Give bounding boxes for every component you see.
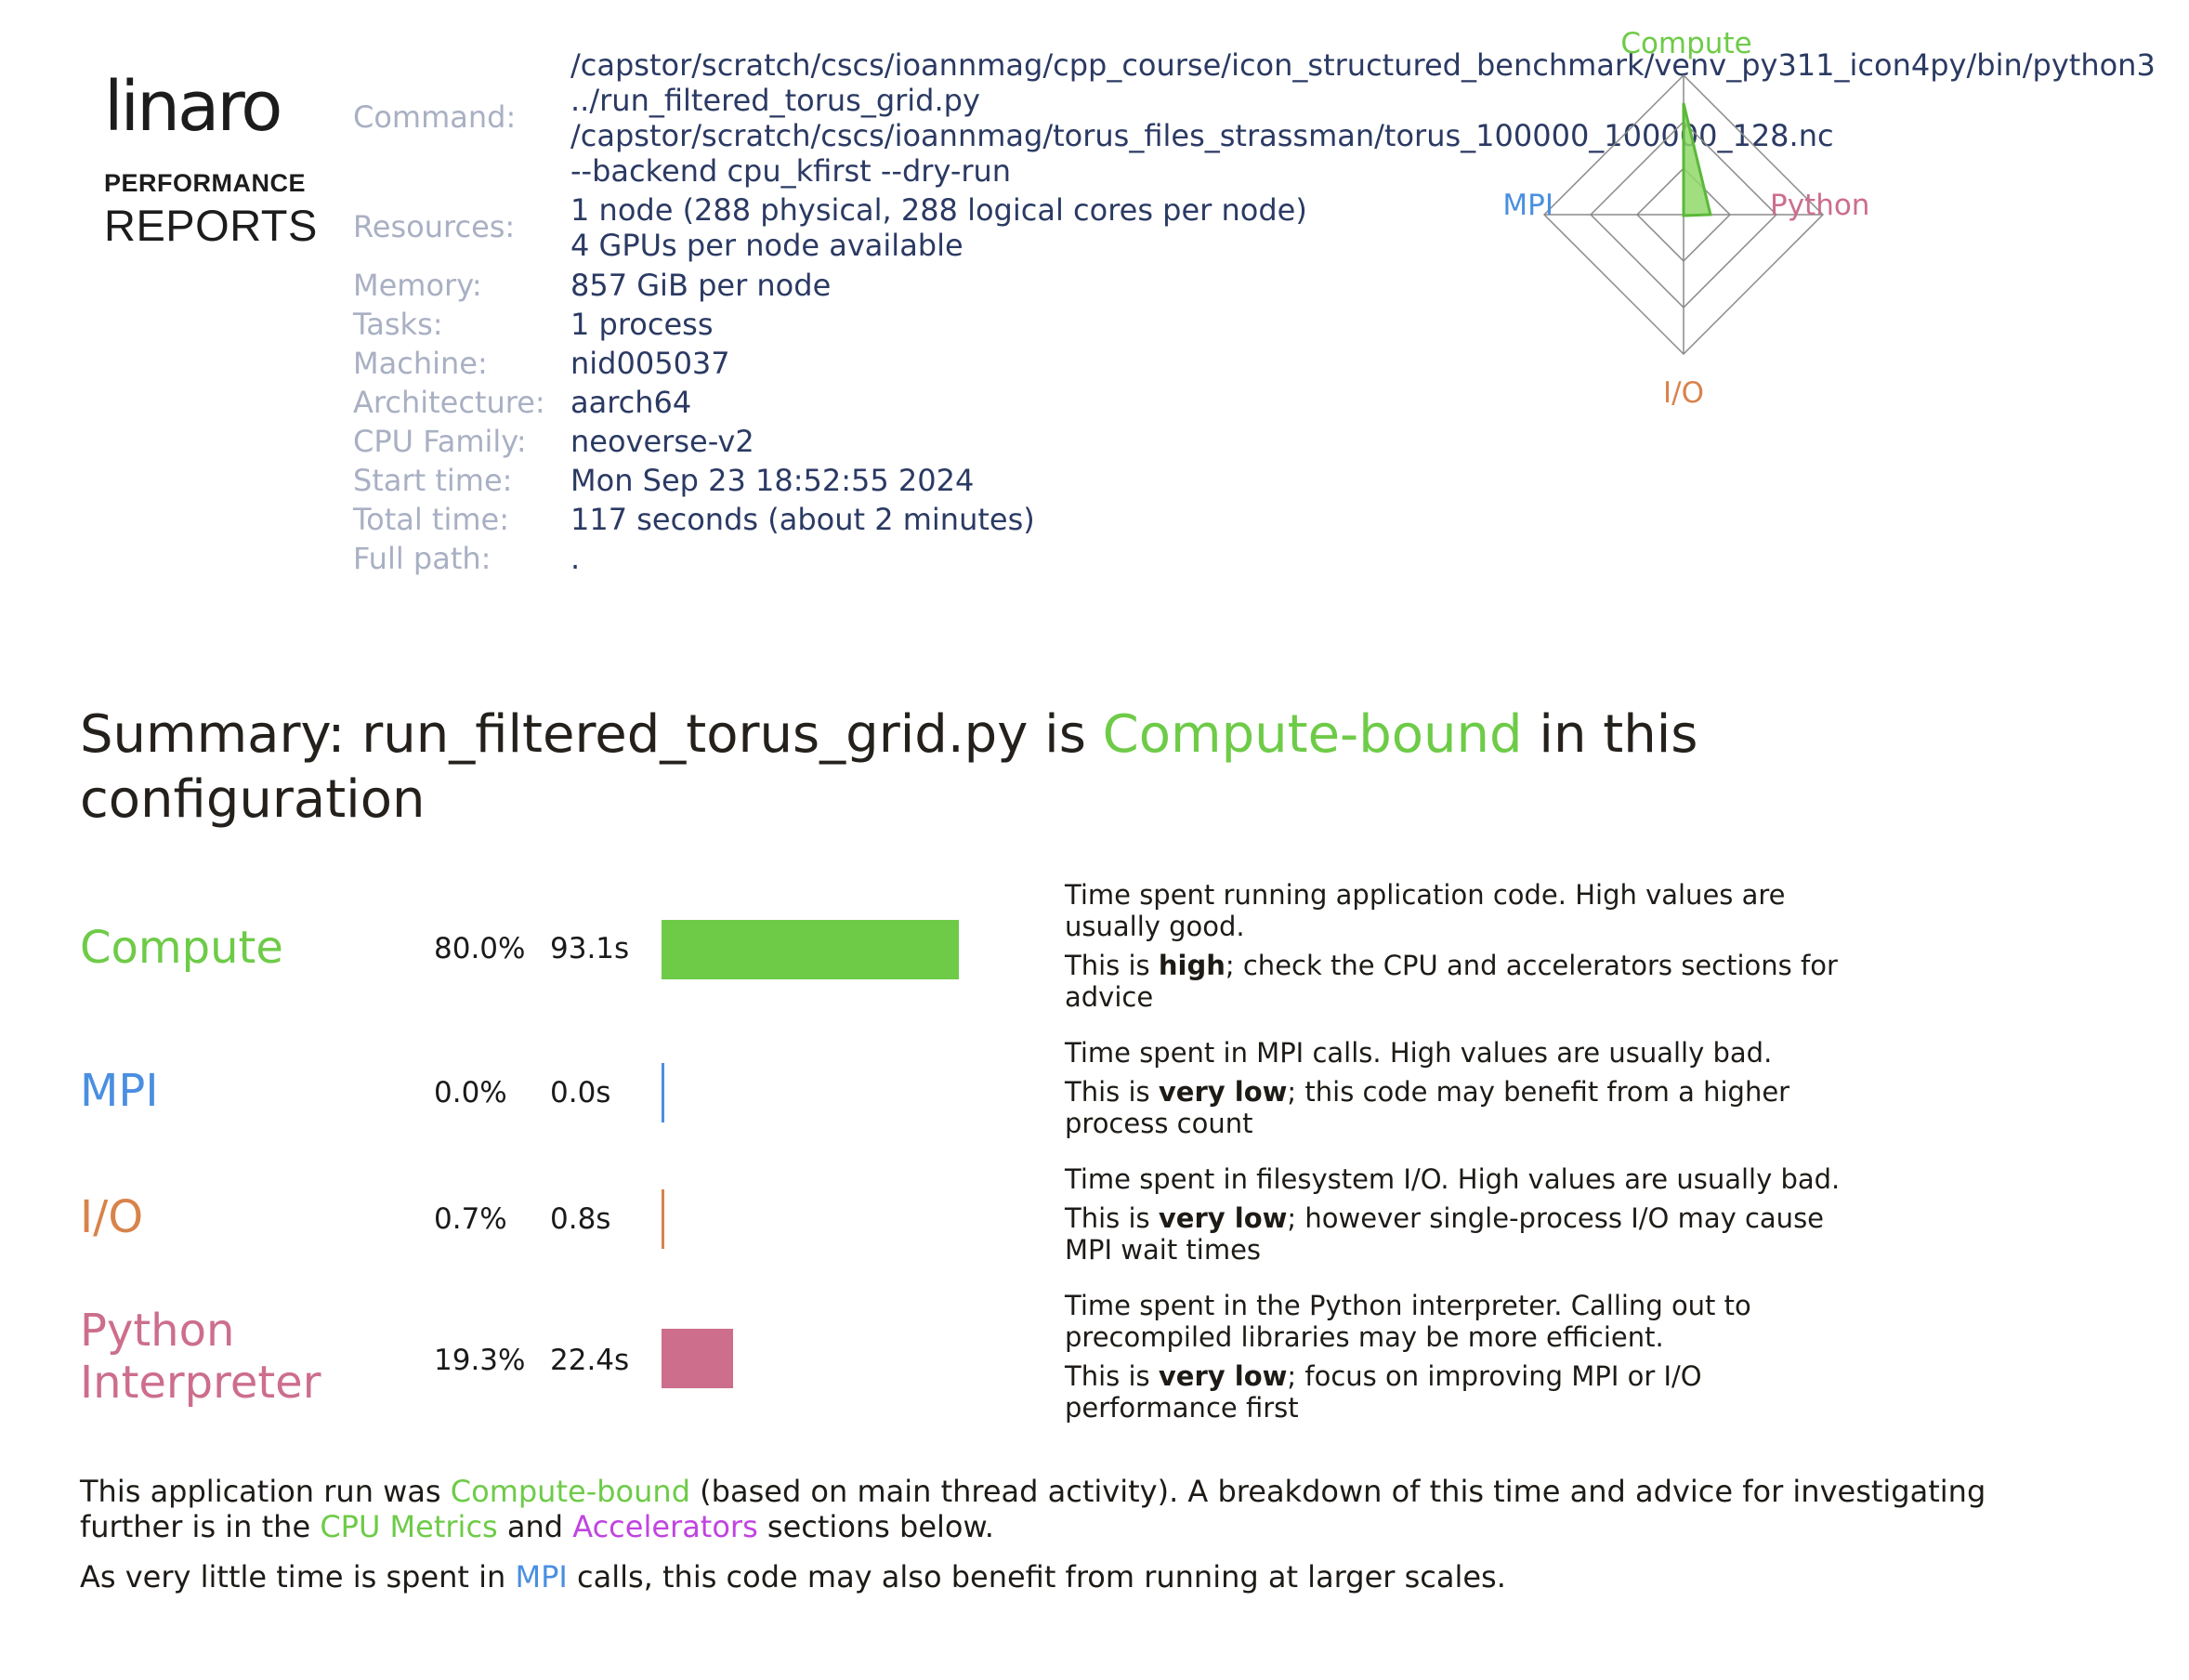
- metric-desc-python: Time spent in the Python interpreter. Ca…: [1065, 1290, 1864, 1424]
- accelerators-link[interactable]: Accelerators: [572, 1509, 758, 1544]
- command-line-4: --backend cpu_kfirst --dry-run: [570, 153, 1012, 189]
- cpu-metrics-link[interactable]: CPU Metrics: [320, 1509, 498, 1544]
- full-path-label: Full path:: [353, 541, 492, 576]
- logo-reports: REPORTS: [104, 201, 318, 250]
- radar-label-io: I/O: [1663, 376, 1704, 410]
- footer-text: As very little time is spent in: [80, 1559, 516, 1595]
- metric-seconds-mpi: 0.0s: [550, 1076, 611, 1109]
- metric-name-mpi: MPI: [80, 1065, 159, 1117]
- footer-text: sections below.: [757, 1509, 994, 1544]
- resources-line-2: 4 GPUs per node available: [570, 228, 963, 263]
- desc-advice: This is very low; however single-process…: [1065, 1202, 1864, 1266]
- metric-percent-python: 19.3%: [434, 1344, 526, 1377]
- metric-name-python-line1: Python: [80, 1305, 235, 1357]
- footer-text: (based on main thread activity). A break…: [80, 1474, 1986, 1544]
- desc-advice: This is very low; focus on improving MPI…: [1065, 1360, 1864, 1424]
- machine-value: nid005037: [570, 346, 730, 381]
- resources-line-1: 1 node (288 physical, 288 logical cores …: [570, 192, 1307, 228]
- mpi-link[interactable]: MPI: [515, 1559, 568, 1595]
- summary-footer: This application run was Compute-bound (…: [80, 1474, 2031, 1595]
- metric-desc-compute: Time spent running application code. Hig…: [1065, 879, 1864, 1013]
- summary-suffix: in this configuration: [80, 704, 1698, 830]
- architecture-label: Architecture:: [353, 385, 545, 420]
- radar-label-compute: Compute: [1620, 27, 1751, 60]
- footer-text: This application run was: [80, 1474, 451, 1509]
- desc-advice-pre: This is: [1065, 1076, 1159, 1108]
- memory-label: Memory:: [353, 268, 482, 303]
- desc-advice-pre: This is: [1065, 1202, 1159, 1234]
- desc-advice-level: very low: [1158, 1202, 1288, 1234]
- desc-advice: This is high; check the CPU and accelera…: [1065, 950, 1864, 1013]
- start-time-value: Mon Sep 23 18:52:55 2024: [570, 463, 975, 498]
- summary-highlight: Compute-bound: [1102, 704, 1523, 765]
- command-line-1: /capstor/scratch/cscs/ioannmag/cpp_cours…: [570, 47, 2156, 83]
- logo-performance: PERFORMANCE: [104, 169, 307, 197]
- desc-advice: This is very low; this code may benefit …: [1065, 1076, 1864, 1139]
- metric-percent-compute: 80.0%: [434, 932, 526, 965]
- full-path-value: .: [570, 541, 581, 576]
- cpu-family-label: CPU Family:: [353, 424, 527, 459]
- desc-advice-post: ; focus on improving MPI or I/O performa…: [1065, 1360, 1702, 1424]
- linaro-logo: linaro PERFORMANCE REPORTS: [104, 67, 318, 251]
- start-time-label: Start time:: [353, 463, 513, 498]
- desc-advice-post: ; however single-process I/O may cause M…: [1065, 1202, 1825, 1266]
- tasks-value: 1 process: [570, 307, 714, 342]
- memory-value: 857 GiB per node: [570, 268, 832, 303]
- summary-prefix: Summary: run_filtered_torus_grid.py is: [80, 704, 1103, 765]
- desc-advice-level: high: [1158, 950, 1226, 981]
- radar-chart: Compute MPI Python I/O: [1502, 27, 1869, 410]
- desc-advice-level: very low: [1158, 1076, 1288, 1108]
- total-time-value: 117 seconds (about 2 minutes): [570, 502, 1035, 537]
- desc-text: Time spent running application code. Hig…: [1065, 879, 1786, 942]
- footer-paragraph-2: As very little time is spent in MPI call…: [80, 1559, 2031, 1595]
- desc-advice-level: very low: [1158, 1360, 1288, 1392]
- desc-advice-pre: This is: [1065, 950, 1159, 981]
- resources-label: Resources:: [353, 209, 516, 244]
- radar-label-python: Python: [1770, 189, 1869, 222]
- total-time-label: Total time:: [353, 502, 509, 537]
- metric-bar-io: [662, 1189, 664, 1249]
- summary-title: Summary: run_filtered_torus_grid.py is C…: [80, 702, 1938, 833]
- footer-paragraph-1: This application run was Compute-bound (…: [80, 1474, 2031, 1544]
- desc-advice-post: ; this code may benefit from a higher pr…: [1065, 1076, 1790, 1139]
- cpu-family-value: neoverse-v2: [570, 424, 754, 459]
- desc-text: Time spent in MPI calls. High values are…: [1065, 1037, 1773, 1069]
- metric-name-io: I/O: [80, 1191, 144, 1243]
- metric-bar-python: [662, 1329, 733, 1388]
- footer-text: and: [497, 1509, 573, 1544]
- architecture-value: aarch64: [570, 385, 692, 420]
- tasks-label: Tasks:: [353, 307, 443, 342]
- footer-compute-bound: Compute-bound: [450, 1474, 690, 1509]
- desc-advice-post: ; check the CPU and accelerators section…: [1065, 950, 1838, 1013]
- desc-text: Time spent in filesystem I/O. High value…: [1065, 1163, 1841, 1195]
- metric-bar-compute: [662, 920, 959, 979]
- metric-seconds-io: 0.8s: [550, 1202, 611, 1236]
- logo-brand: linaro: [104, 67, 282, 147]
- metric-name-python: Python Interpreter: [80, 1305, 321, 1409]
- command-label: Command:: [353, 99, 517, 135]
- metric-bar-mpi: [662, 1063, 664, 1122]
- metric-seconds-python: 22.4s: [550, 1344, 630, 1377]
- metric-desc-mpi: Time spent in MPI calls. High values are…: [1065, 1037, 1864, 1139]
- metric-desc-io: Time spent in filesystem I/O. High value…: [1065, 1163, 1864, 1266]
- desc-advice-pre: This is: [1065, 1360, 1159, 1392]
- radar-data-shape: [1682, 102, 1712, 217]
- desc-text: Time spent in the Python interpreter. Ca…: [1065, 1290, 1751, 1353]
- metric-name-compute: Compute: [80, 922, 283, 974]
- metric-percent-io: 0.7%: [434, 1202, 507, 1236]
- command-line-2: ../run_filtered_torus_grid.py: [570, 83, 980, 118]
- machine-label: Machine:: [353, 346, 488, 381]
- footer-text: calls, this code may also benefit from r…: [567, 1559, 1506, 1595]
- metric-percent-mpi: 0.0%: [434, 1076, 507, 1109]
- metric-seconds-compute: 93.1s: [550, 932, 630, 965]
- metric-name-python-line2: Interpreter: [80, 1357, 321, 1409]
- radar-label-mpi: MPI: [1502, 189, 1553, 222]
